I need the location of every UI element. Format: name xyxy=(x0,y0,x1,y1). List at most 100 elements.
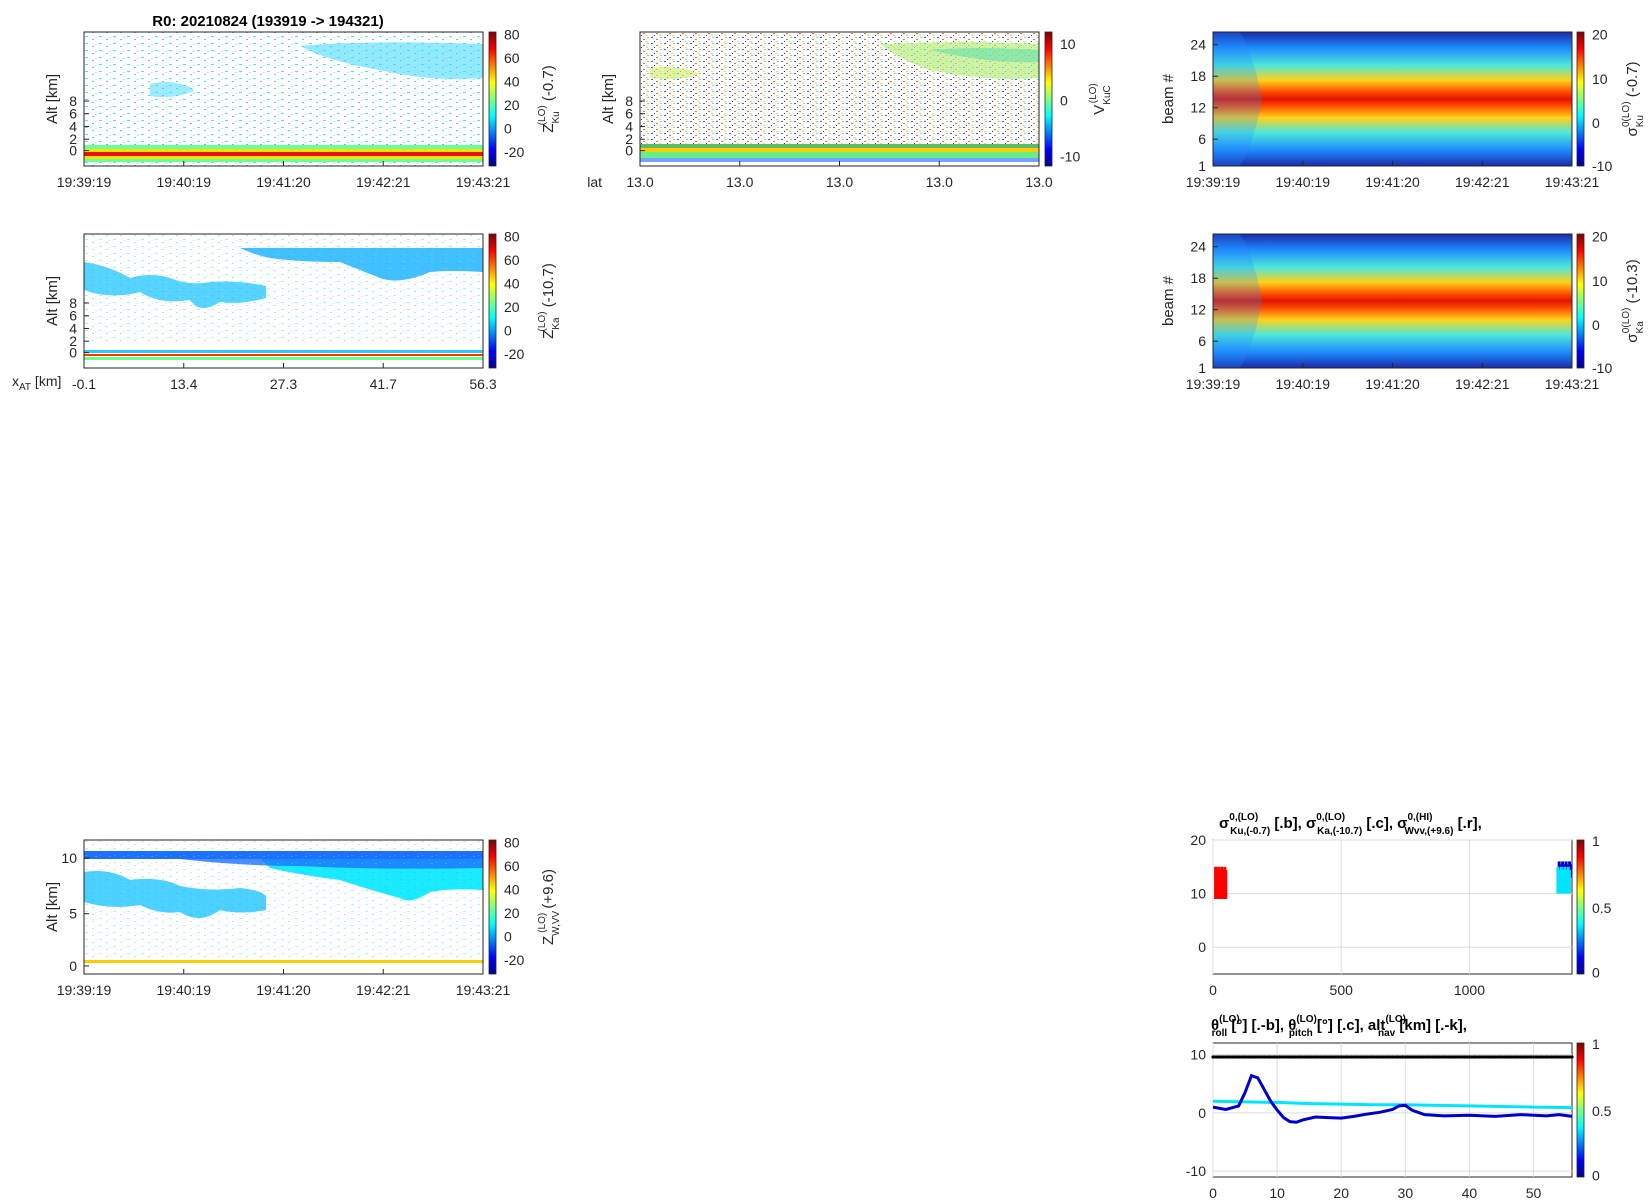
attitude-lines-colorbar xyxy=(1576,1042,1585,1178)
title-symbol: θ xyxy=(1211,1017,1219,1034)
colorbar-tick-label: 40 xyxy=(504,882,520,898)
title-subscript: roll xyxy=(1212,1028,1228,1039)
series-point-black xyxy=(1421,1055,1425,1059)
y-tick-label: 12 xyxy=(1190,100,1206,116)
panel-sigma-ka: beam # 1 6 12 18 24 19:39:19 19:40:19 19:41:20 1… xyxy=(1160,229,1646,392)
series-point-black xyxy=(1452,1055,1456,1059)
series-point-black xyxy=(1221,1055,1225,1059)
x-tick-label: 0 xyxy=(1209,1185,1217,1200)
y-tick-label: 10 xyxy=(1190,886,1206,902)
x-tick-label: 30 xyxy=(1398,1185,1414,1200)
colorbar-tick-label: 0 xyxy=(504,928,512,944)
x-tick-label: -0.1 xyxy=(72,376,96,392)
y-tick-label: 8 xyxy=(69,295,77,311)
colorbar-tick-label: 10 xyxy=(1592,273,1608,289)
colorbar-tick-label: 10 xyxy=(1592,71,1608,87)
y-tick-label: 6 xyxy=(1198,333,1206,349)
colorbar-tick-label: 1 xyxy=(1592,833,1600,849)
title-tail: [°] [.c], xyxy=(1313,1017,1368,1034)
title-tail: [km] [.-k], xyxy=(1395,1017,1467,1034)
series-point-black xyxy=(1262,1055,1266,1059)
series-point-black xyxy=(1447,1055,1451,1059)
colorbar-tick-label: 40 xyxy=(504,276,520,292)
x-tick-label: 50 xyxy=(1526,1185,1542,1200)
colorbar-tick-label: 0 xyxy=(1592,115,1600,131)
y-tick-label: 5 xyxy=(69,906,77,922)
series-point-black xyxy=(1257,1055,1261,1059)
z-ka-colorbar-label: ZKa(LO) (-10.7) xyxy=(537,263,562,339)
x-tick-label: 20 xyxy=(1333,1185,1349,1200)
series-point-black xyxy=(1216,1055,1220,1059)
series-point-black xyxy=(1355,1055,1359,1059)
x-tick-label: 13.0 xyxy=(926,174,953,190)
panel-z-w: Alt [km] 0 5 10 19:39:19 19:40:19 19:41:20 19:… xyxy=(44,835,562,998)
x-tick-label: 19:43:21 xyxy=(1545,376,1600,392)
series-point-black xyxy=(1319,1055,1323,1059)
z-ku-colorbar-label: ZKu(LO) (-0.7) xyxy=(537,65,562,132)
title-symbol: σ xyxy=(1397,815,1407,832)
title-superscript: (LO) xyxy=(1219,1014,1240,1025)
y-tick-label: 2 xyxy=(69,131,77,147)
series-point-black xyxy=(1247,1055,1251,1059)
sigma-ku-ylabel: beam # xyxy=(1160,73,1177,124)
v-kuc-ylabel: Alt [km] xyxy=(600,74,617,124)
series-point-black xyxy=(1278,1055,1282,1059)
title-subscript: Ku,(-0.7) xyxy=(1230,826,1270,837)
title-symbol: θ xyxy=(1288,1017,1296,1034)
series-point-black xyxy=(1349,1055,1354,1059)
sigma-ka-ylabel: beam # xyxy=(1160,275,1177,326)
series-point-black xyxy=(1375,1055,1379,1059)
series-point-black xyxy=(1339,1055,1343,1059)
v-kuc-xlabel: lat xyxy=(587,174,602,190)
colorbar-tick-label: 80 xyxy=(504,27,520,43)
series-point-black xyxy=(1272,1055,1277,1059)
series-point-black xyxy=(1396,1055,1400,1059)
y-tick-label: 8 xyxy=(625,93,633,109)
series-point-black xyxy=(1416,1055,1420,1059)
x-tick-label: 19:39:19 xyxy=(57,982,112,998)
z-w-ylabel: Alt [km] xyxy=(44,882,61,932)
series-point-black xyxy=(1411,1055,1415,1059)
series-point-black xyxy=(1431,1055,1436,1059)
colorbar-tick-label: 60 xyxy=(504,50,520,66)
series-point-black xyxy=(1380,1055,1384,1059)
y-tick-label: 1 xyxy=(1198,360,1206,376)
colorbar-tick-label: 40 xyxy=(504,74,520,90)
series-point-black xyxy=(1231,1055,1236,1059)
series-point-black xyxy=(1324,1055,1328,1059)
panel-sigma-lines: σ0,(LO) Ku,(-0.7) [.b], σ0,(LO) Ka,(-10.7)… xyxy=(1190,812,1611,998)
y-tick-label: 2 xyxy=(69,333,77,349)
x-tick-label: 10 xyxy=(1269,1185,1285,1200)
colorbar-tick-label: 0 xyxy=(1592,317,1600,333)
colorbar-tick-label: 0 xyxy=(1060,92,1068,108)
colorbar-tick-label: 80 xyxy=(504,229,520,245)
series-point-black xyxy=(1211,1055,1215,1059)
x-tick-label: 19:43:21 xyxy=(1545,174,1600,190)
colorbar-tick-label: 20 xyxy=(1592,27,1608,43)
x-tick-label: 19:43:21 xyxy=(456,982,511,998)
colorbar-tick-label: 20 xyxy=(504,97,520,113)
y-tick-label: 1 xyxy=(1198,158,1206,174)
x-tick-label: 19:40:19 xyxy=(1276,174,1331,190)
series-point-black xyxy=(1503,1055,1507,1059)
title-subscript: pitch xyxy=(1289,1028,1313,1039)
x-tick-label: 0 xyxy=(1209,982,1217,998)
series-point-black xyxy=(1242,1055,1246,1059)
y-tick-label: -10 xyxy=(1186,1163,1206,1179)
x-tick-label: 19:40:19 xyxy=(157,982,212,998)
x-tick-label: 19:42:21 xyxy=(356,982,411,998)
y-tick-label: 4 xyxy=(69,118,77,134)
series-point-black xyxy=(1519,1055,1523,1059)
series-point-black xyxy=(1360,1055,1364,1059)
series-point-black xyxy=(1365,1055,1369,1059)
sigma-ka-colorbar xyxy=(1576,233,1585,369)
colorbar-tick-label: -10 xyxy=(1592,158,1612,174)
title-symbol: σ xyxy=(1219,815,1229,832)
series-point-black xyxy=(1472,1055,1477,1059)
series-point-black xyxy=(1308,1055,1313,1059)
y-tick-label: 4 xyxy=(625,118,633,134)
v-kuc-colorbar-label: VKuC(LO) xyxy=(1088,83,1113,114)
